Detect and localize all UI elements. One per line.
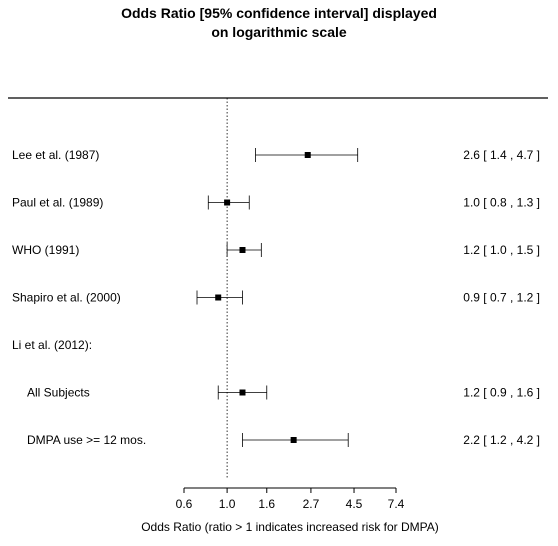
- row-label: DMPA use >= 12 mos.: [27, 433, 146, 447]
- x-tick-label: 1.0: [219, 497, 236, 511]
- x-tick-label: 0.6: [176, 497, 193, 511]
- row-label: WHO (1991): [12, 243, 79, 257]
- x-tick-label: 1.6: [258, 497, 275, 511]
- point-estimate: [215, 294, 222, 301]
- estimate-text: 1.2 [ 0.9 , 1.6 ]: [463, 386, 540, 400]
- estimate-text: 2.2 [ 1.2 , 4.2 ]: [463, 433, 540, 447]
- estimate-text: 1.2 [ 1.0 , 1.5 ]: [463, 243, 540, 257]
- chart-title-line-1: Odds Ratio [95% confidence interval] dis…: [121, 5, 437, 21]
- x-tick-label: 7.4: [388, 497, 405, 511]
- row-label: Lee et al. (1987): [12, 148, 99, 162]
- row-label: Paul et al. (1989): [12, 196, 103, 210]
- x-axis-label: Odds Ratio (ratio > 1 indicates increase…: [141, 520, 439, 534]
- point-estimate: [304, 152, 311, 158]
- point-estimate: [239, 389, 246, 396]
- point-estimate: [290, 437, 297, 443]
- chart-title-line-2: on logarithmic scale: [211, 24, 347, 40]
- x-tick-label: 4.5: [346, 497, 363, 511]
- row-label: All Subjects: [27, 386, 90, 400]
- row-label: Li et al. (2012):: [12, 338, 92, 352]
- point-estimate: [239, 247, 246, 253]
- estimate-text: 2.6 [ 1.4 , 4.7 ]: [463, 148, 540, 162]
- estimate-text: 0.9 [ 0.7 , 1.2 ]: [463, 291, 540, 305]
- row-label: Shapiro et al. (2000): [12, 291, 121, 305]
- x-tick-label: 2.7: [303, 497, 320, 511]
- estimate-text: 1.0 [ 0.8 , 1.3 ]: [463, 196, 540, 210]
- point-estimate: [224, 199, 231, 206]
